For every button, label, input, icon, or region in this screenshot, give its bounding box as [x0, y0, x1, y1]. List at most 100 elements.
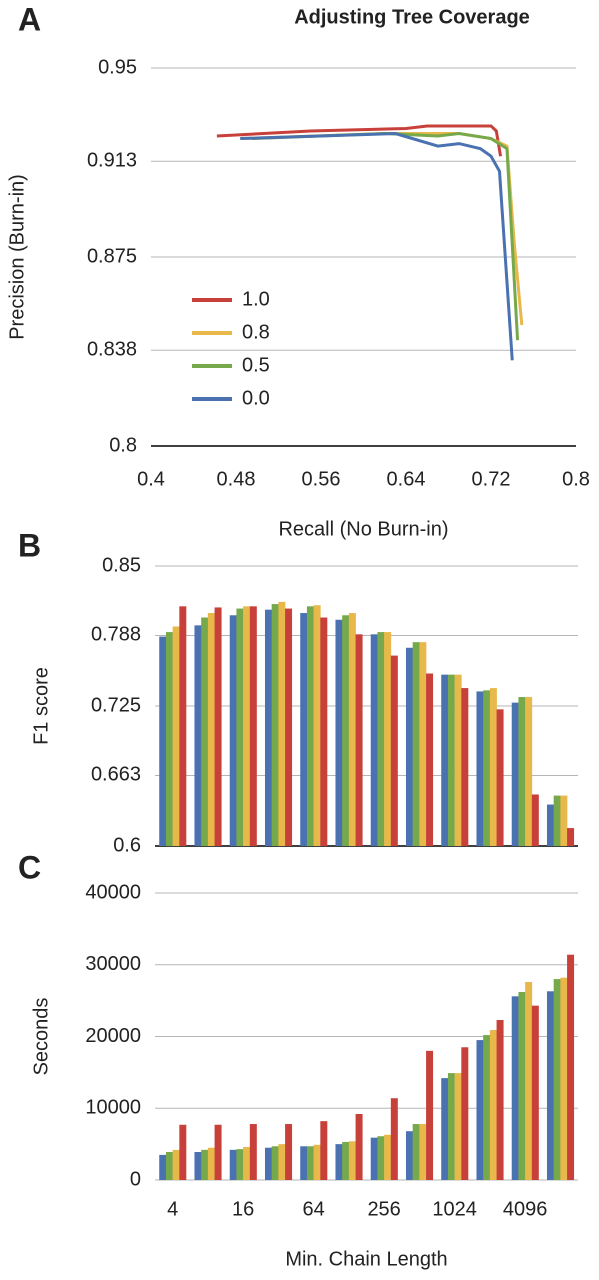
- bar: [489, 688, 497, 846]
- y-tick-label: 0.788: [91, 624, 141, 646]
- x-tick-label: 0.4: [137, 468, 165, 490]
- bar: [207, 613, 215, 846]
- bar: [355, 1113, 363, 1180]
- bar: [179, 606, 187, 846]
- x-tick-label: 256: [367, 1198, 400, 1220]
- bar: [348, 613, 356, 846]
- line-series: [251, 132, 520, 341]
- y-tick-label: 0.85: [102, 554, 141, 576]
- y-tick-label: 0.725: [91, 694, 141, 716]
- y-tick-label: 0.838: [87, 339, 137, 361]
- panel-label: C: [18, 849, 41, 885]
- bar: [335, 619, 343, 846]
- bar: [390, 1098, 398, 1180]
- y-tick-label: 0.6: [113, 834, 141, 856]
- bar: [313, 1144, 321, 1180]
- bar: [496, 1019, 504, 1180]
- x-tick-label: 0.64: [387, 468, 426, 490]
- x-tick-label: 16: [232, 1198, 254, 1220]
- bar: [426, 673, 434, 846]
- bar: [412, 1124, 420, 1180]
- bar: [560, 977, 568, 1180]
- bar: [489, 1030, 497, 1180]
- bar: [165, 1152, 173, 1180]
- bar: [476, 1040, 484, 1180]
- x-axis-label: Min. Chain Length: [285, 1248, 447, 1270]
- y-axis-label: Precision (Burn-in): [6, 174, 28, 340]
- bar: [405, 1131, 413, 1180]
- bar: [546, 804, 554, 846]
- bar: [214, 607, 222, 846]
- bar: [194, 625, 202, 846]
- bar: [320, 1121, 328, 1180]
- y-tick-label: 0.875: [87, 245, 137, 267]
- bar: [306, 606, 314, 846]
- y-axis-label: F1 score: [30, 667, 52, 745]
- y-tick-label: 0: [130, 1168, 141, 1190]
- bar: [320, 617, 328, 846]
- bar: [390, 655, 398, 846]
- bar: [412, 642, 420, 846]
- x-tick-label: 0.48: [217, 468, 256, 490]
- bar: [370, 1137, 378, 1180]
- bar: [249, 606, 257, 846]
- bar: [525, 981, 533, 1180]
- bar: [553, 979, 561, 1180]
- bar: [207, 1147, 215, 1180]
- bar: [285, 608, 293, 846]
- legend-label: 0.0: [242, 387, 270, 409]
- bar: [243, 1146, 251, 1180]
- x-tick-label: 0.8: [562, 468, 590, 490]
- bar: [300, 613, 308, 846]
- bar: [172, 1149, 180, 1180]
- bar: [201, 617, 209, 846]
- bar: [454, 1073, 462, 1180]
- bar: [285, 1124, 293, 1180]
- x-tick-label: 4: [167, 1198, 178, 1220]
- bar: [159, 636, 167, 846]
- bar: [313, 605, 321, 846]
- x-tick-label: 0.72: [472, 468, 511, 490]
- bar: [441, 674, 449, 846]
- bar: [229, 615, 237, 846]
- bar: [518, 992, 526, 1180]
- bar: [278, 1144, 286, 1180]
- bar: [306, 1146, 314, 1180]
- bar: [405, 647, 413, 846]
- bar: [377, 632, 385, 846]
- bar: [531, 1005, 539, 1180]
- bar: [271, 1146, 279, 1180]
- chart-title: Adjusting Tree Coverage: [294, 6, 530, 28]
- x-axis-label: Recall (No Burn-in): [278, 518, 448, 540]
- bar: [461, 688, 469, 846]
- bar: [483, 690, 491, 846]
- bar: [229, 1149, 237, 1180]
- bar: [567, 828, 575, 846]
- line-series: [216, 124, 503, 157]
- bar: [511, 996, 519, 1180]
- legend-label: 0.8: [242, 321, 270, 343]
- bar: [461, 1047, 469, 1180]
- legend-label: 1.0: [242, 288, 270, 310]
- bar: [278, 601, 286, 846]
- bar: [355, 634, 363, 846]
- bar: [525, 697, 533, 846]
- y-tick-label: 0.8: [109, 434, 137, 456]
- bar: [454, 674, 462, 846]
- panel-label: A: [18, 1, 41, 37]
- bar: [384, 1134, 392, 1180]
- bar: [419, 1124, 427, 1180]
- bar: [560, 795, 568, 846]
- bar: [483, 1035, 491, 1180]
- line-series: [240, 132, 524, 326]
- bar: [348, 1141, 356, 1180]
- y-tick-label: 0.95: [98, 56, 137, 78]
- y-tick-label: 0.663: [91, 764, 141, 786]
- bar: [426, 1050, 434, 1180]
- bar: [377, 1136, 385, 1180]
- bar: [300, 1146, 308, 1180]
- bar: [419, 642, 427, 846]
- bar: [447, 674, 455, 846]
- bar: [165, 632, 173, 846]
- bar: [201, 1149, 209, 1180]
